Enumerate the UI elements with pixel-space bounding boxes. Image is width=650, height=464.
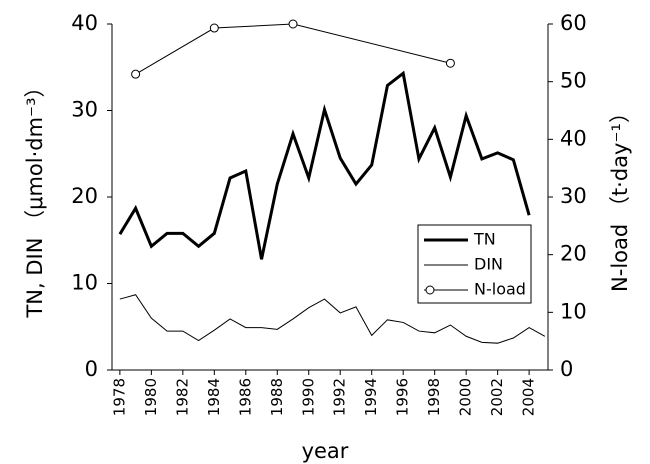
y2-tick-label: 40 — [560, 126, 587, 150]
point — [445, 58, 455, 68]
x-tick-label: 1986 — [236, 378, 254, 416]
x-tick-label: 1998 — [425, 378, 443, 416]
y2-axis-label: N-load （t·day⁻¹） — [608, 102, 632, 292]
point — [131, 69, 141, 79]
y-tick-label: 40 — [71, 11, 98, 35]
x-tick-label: 1996 — [394, 378, 412, 416]
y2-tick-label: 10 — [560, 299, 587, 323]
series-line — [118, 70, 531, 260]
y-tick-label: 20 — [71, 184, 98, 208]
y2-tick-label: 50 — [560, 69, 587, 93]
point — [209, 23, 219, 33]
legend: TN DIN N-load — [417, 224, 532, 304]
x-tick-label: 1982 — [173, 378, 191, 416]
x-tick-label: 2000 — [457, 378, 475, 416]
x-tick-label: 1978 — [110, 378, 128, 416]
y-tick-label: 30 — [71, 98, 98, 122]
y-axis-label: TN, DIN （μmol·dm⁻³） — [23, 76, 47, 318]
legend-label: TN — [473, 230, 496, 249]
point — [288, 19, 298, 29]
series-line — [119, 294, 546, 344]
legend-label: DIN — [474, 255, 503, 274]
x-tick-label: 1990 — [299, 378, 317, 416]
y-tick-label: 0 — [85, 357, 98, 381]
x-axis-label: year — [302, 439, 349, 463]
y2-tick-label: 60 — [560, 11, 587, 35]
x-tick-label: 2002 — [488, 378, 506, 416]
x-tick-label: 1984 — [205, 378, 223, 416]
x-tick-label: 1988 — [268, 378, 286, 416]
y2-tick-label: 30 — [560, 184, 587, 208]
y-tick-label: 10 — [71, 271, 98, 295]
legend-marker — [425, 285, 435, 295]
x-tick-label: 1980 — [142, 378, 160, 416]
y2-tick-label: 0 — [560, 357, 573, 381]
series-line — [135, 23, 451, 75]
x-tick-label: 1992 — [331, 378, 349, 416]
y2-tick-label: 20 — [560, 242, 587, 266]
x-tick-label: 2004 — [520, 378, 538, 416]
x-tick-label: 1994 — [362, 378, 380, 416]
legend-label: N-load — [474, 280, 526, 299]
